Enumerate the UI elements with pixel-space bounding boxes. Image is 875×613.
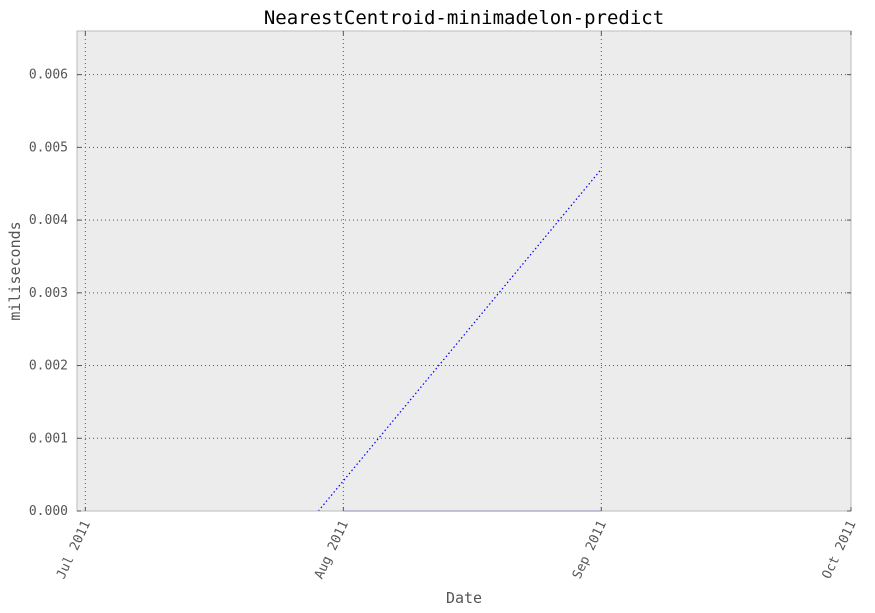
y-tick-label: 0.005 <box>29 140 68 155</box>
y-tick-label: 0.004 <box>29 213 68 228</box>
y-tick-label: 0.002 <box>29 359 68 374</box>
y-ticks: 0.000 0.001 0.002 0.003 0.004 0.005 0.006 <box>29 68 851 519</box>
grid <box>77 31 852 512</box>
x-tick-label: Aug 2011 <box>312 518 352 581</box>
y-tick-label: 0.001 <box>29 431 68 446</box>
y-tick-label: 0.000 <box>29 504 68 519</box>
plot-area <box>77 31 851 511</box>
y-axis-label: miliseconds <box>6 221 24 320</box>
y-tick-label: 0.003 <box>29 286 68 301</box>
y-tick-label: 0.006 <box>29 68 68 83</box>
x-tick-label: Jul 2011 <box>54 518 94 581</box>
x-axis-label: Date <box>446 589 482 607</box>
chart-title: NearestCentroid-minimadelon-predict <box>264 7 664 29</box>
x-tick-label: Oct 2011 <box>820 518 860 581</box>
x-tick-label: Sep 2011 <box>570 518 610 581</box>
plot-frame <box>76 30 852 512</box>
